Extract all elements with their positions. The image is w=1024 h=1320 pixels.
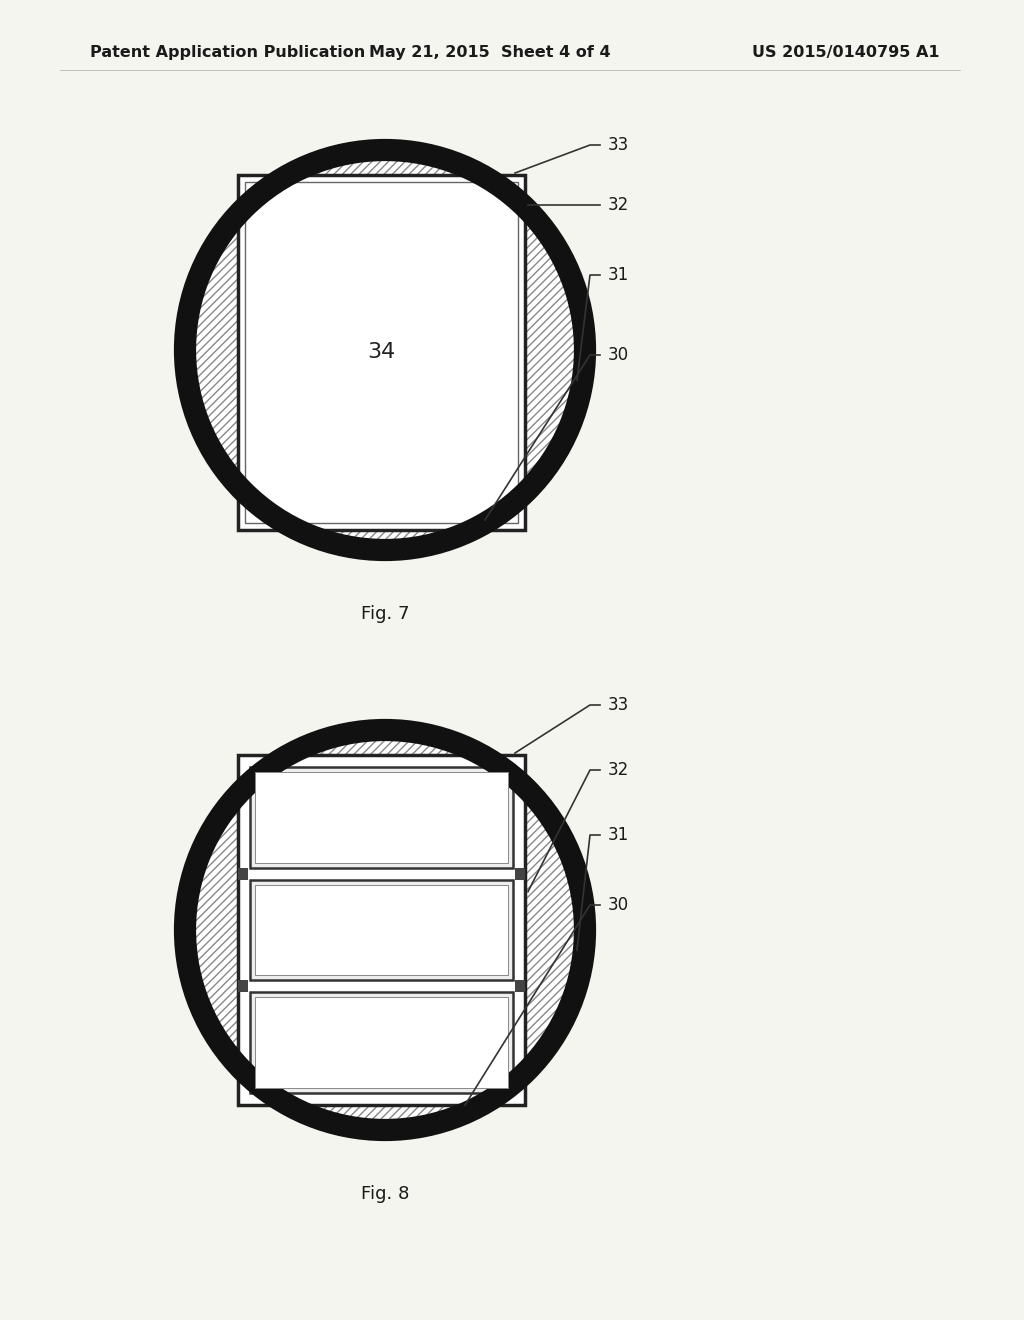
Bar <box>515 867 525 879</box>
Text: 34: 34 <box>368 342 395 363</box>
Bar <box>255 884 508 975</box>
Bar <box>250 993 513 1093</box>
Bar <box>238 981 248 993</box>
Text: Patent Application Publication: Patent Application Publication <box>90 45 366 59</box>
Bar <box>250 879 513 981</box>
Text: 32: 32 <box>608 762 630 779</box>
Text: 30: 30 <box>608 346 629 364</box>
Bar <box>238 867 248 879</box>
Text: US 2015/0140795 A1: US 2015/0140795 A1 <box>753 45 940 59</box>
Bar <box>238 176 525 531</box>
Circle shape <box>185 150 585 550</box>
Text: 30: 30 <box>608 896 629 913</box>
Bar <box>255 998 508 1088</box>
Bar <box>255 772 508 863</box>
Text: 31: 31 <box>608 826 630 843</box>
Text: 33: 33 <box>608 136 630 154</box>
Bar <box>238 755 525 1105</box>
Circle shape <box>185 730 585 1130</box>
Bar <box>250 767 513 867</box>
Text: 32: 32 <box>608 195 630 214</box>
Text: May 21, 2015  Sheet 4 of 4: May 21, 2015 Sheet 4 of 4 <box>370 45 610 59</box>
Bar <box>515 981 525 993</box>
Text: 33: 33 <box>608 696 630 714</box>
Bar <box>245 182 518 523</box>
Bar <box>238 176 525 531</box>
Text: 31: 31 <box>608 267 630 284</box>
Bar <box>238 755 525 1105</box>
Text: Fig. 8: Fig. 8 <box>360 1185 410 1203</box>
Text: Fig. 7: Fig. 7 <box>360 605 410 623</box>
